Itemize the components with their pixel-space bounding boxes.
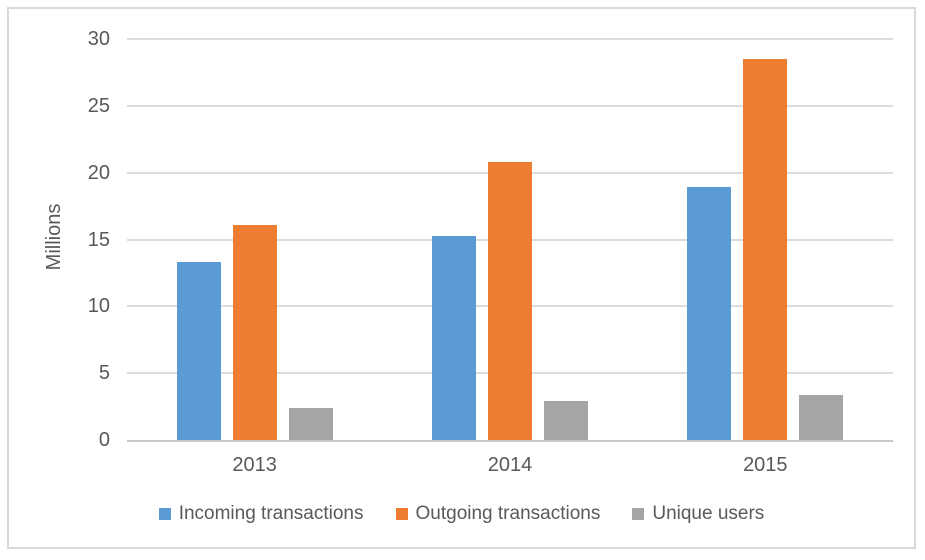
gridline-y-30: [127, 38, 893, 40]
bar-group-2015: [638, 39, 893, 440]
y-tick-label-5: 5: [98, 362, 110, 385]
bar-outgoing-transactions-2015: [743, 59, 788, 440]
bar-unique-users-2013: [288, 407, 333, 440]
y-tick-label-20: 20: [87, 161, 110, 184]
legend-swatch-outgoing-transactions: [395, 508, 408, 520]
bar-incoming-transactions-2013: [176, 262, 221, 440]
legend-swatch-unique-users: [632, 508, 645, 520]
gridline-y-25: [127, 104, 893, 107]
x-label-2013: 2013: [232, 454, 277, 476]
y-tick-label-25: 25: [87, 94, 110, 117]
chart-frame: Millions 0 5 10 15 20 25 30 2013 2014 2015 Incom…: [7, 7, 916, 549]
bar-outgoing-transactions-2013: [232, 224, 277, 440]
bar-unique-users-2015: [799, 394, 844, 440]
legend-item-unique-users: Unique users: [632, 503, 764, 525]
bar-outgoing-transactions-2014: [487, 161, 532, 440]
y-tick-label-10: 10: [87, 295, 110, 318]
x-label-2015: 2015: [743, 454, 788, 476]
chart-legend: Incoming transactions Outgoing transactio…: [9, 503, 914, 525]
legend-label-incoming-transactions: Incoming transactions: [178, 503, 364, 524]
bar-group-2014: [382, 39, 637, 440]
y-tick-label-15: 15: [87, 228, 110, 251]
x-label-2014: 2014: [487, 454, 533, 476]
legend-swatch-incoming-transactions: [158, 508, 171, 520]
bar-unique-users-2014: [543, 401, 588, 440]
bar-group-2013: [127, 39, 382, 440]
y-tick-label-0: 0: [98, 429, 110, 451]
plot-area: [127, 38, 893, 442]
legend-item-incoming-transactions: Incoming transactions: [158, 503, 364, 525]
y-tick-label-30: 30: [87, 28, 110, 50]
bar-incoming-transactions-2014: [431, 235, 476, 440]
legend-item-outgoing-transactions: Outgoing transactions: [395, 503, 601, 525]
x-axis-labels: 2013 2014 2015: [127, 454, 893, 477]
legend-label-outgoing-transactions: Outgoing transactions: [415, 503, 601, 524]
legend-label-unique-users: Unique users: [652, 503, 765, 524]
bar-incoming-transactions-2015: [687, 187, 732, 440]
